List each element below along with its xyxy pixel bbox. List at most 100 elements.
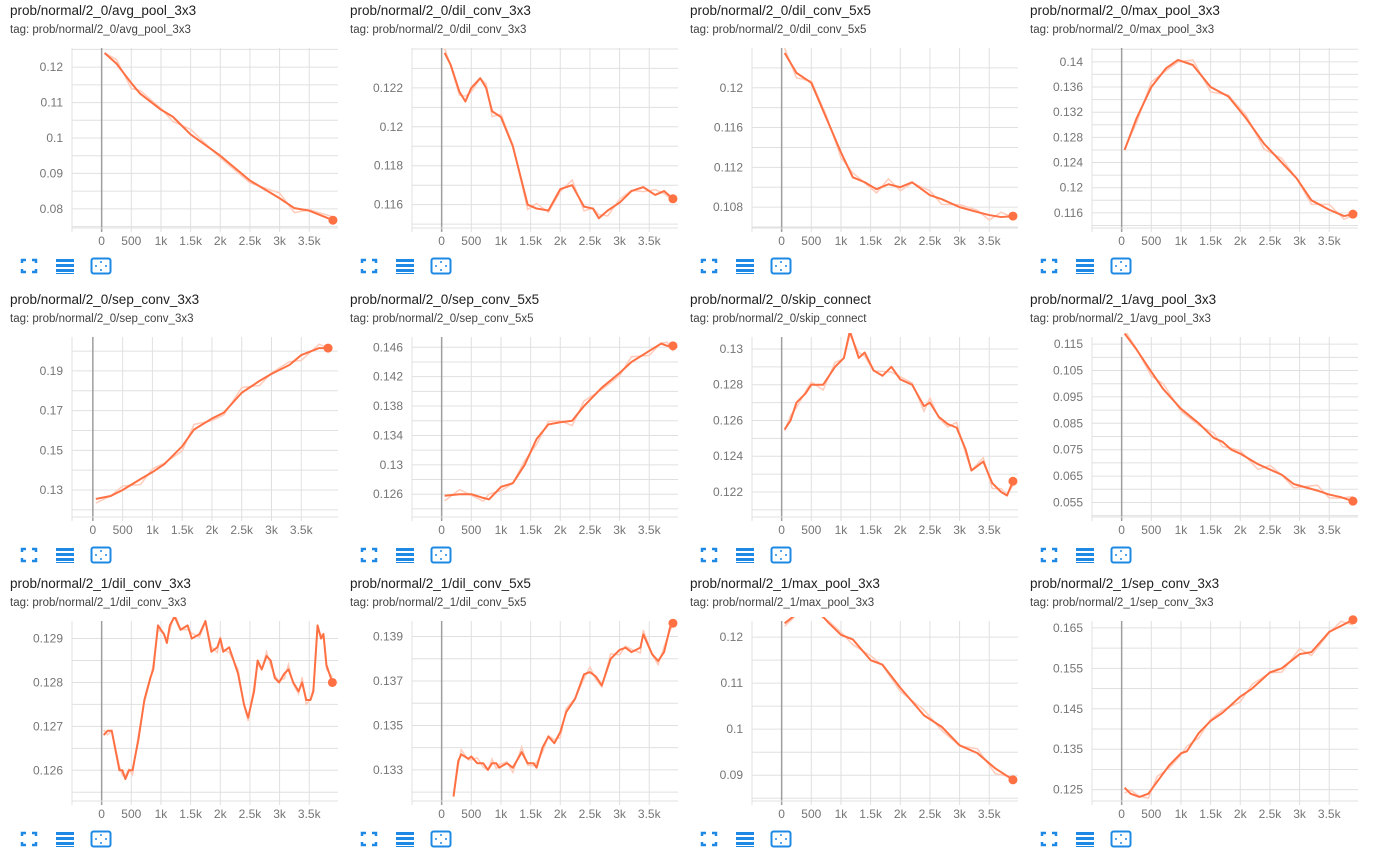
fit-domain-button[interactable] — [90, 545, 112, 565]
y-tick-label: 0.146 — [373, 340, 403, 354]
fit-domain-button[interactable] — [430, 256, 452, 276]
y-tick-label: 0.13 — [720, 342, 744, 356]
y-tick-label: 0.124 — [713, 449, 743, 463]
x-tick-label: 500 — [1141, 523, 1161, 537]
smoothed-series-line[interactable] — [445, 344, 673, 500]
x-tick-label: 0 — [778, 234, 785, 248]
fit-domain-button[interactable] — [770, 829, 792, 849]
x-tick-label: 0 — [1118, 807, 1125, 821]
fit-domain-button[interactable] — [430, 545, 452, 565]
fullscreen-button[interactable] — [698, 256, 720, 276]
data-table-button[interactable] — [734, 829, 756, 849]
data-table-button[interactable] — [54, 829, 76, 849]
fit-domain-button[interactable] — [770, 256, 792, 276]
chart-toolbar — [358, 829, 452, 849]
smoothed-series-line[interactable] — [105, 53, 333, 220]
x-tick-label: 2.5k — [919, 523, 943, 537]
fullscreen-button[interactable] — [18, 545, 40, 565]
x-tick-label: 0 — [438, 807, 445, 821]
smoothed-series-line[interactable] — [104, 617, 333, 779]
x-tick-label: 3.5k — [978, 523, 1002, 537]
fullscreen-button[interactable] — [18, 256, 40, 276]
data-table-button[interactable] — [1074, 256, 1096, 276]
fit-domain-button[interactable] — [90, 829, 112, 849]
chart-toolbar — [18, 256, 112, 276]
x-tick-label: 2.5k — [239, 807, 263, 821]
y-tick-label: 0.112 — [714, 160, 743, 174]
fit-domain-button[interactable] — [1110, 256, 1132, 276]
fullscreen-button[interactable] — [1038, 256, 1060, 276]
data-table-icon — [1075, 831, 1095, 847]
x-tick-label: 2.5k — [919, 234, 943, 248]
x-tick-label: 500 — [801, 523, 821, 537]
data-table-button[interactable] — [394, 256, 416, 276]
x-tick-label: 1k — [146, 523, 160, 537]
x-tick-label: 1.5k — [171, 523, 195, 537]
x-tick-label: 3k — [953, 523, 967, 537]
x-tick-label: 1k — [835, 523, 849, 537]
fit-domain-button[interactable] — [1110, 829, 1132, 849]
x-tick-label: 500 — [113, 523, 133, 537]
data-table-button[interactable] — [1074, 545, 1096, 565]
data-table-icon — [55, 258, 75, 274]
y-tick-label: 0.12 — [380, 120, 404, 134]
data-table-icon — [395, 831, 415, 847]
fullscreen-button[interactable] — [358, 256, 380, 276]
y-tick-label: 0.128 — [1053, 130, 1083, 144]
fullscreen-button[interactable] — [1038, 545, 1060, 565]
fit-domain-icon — [770, 257, 792, 275]
fullscreen-button[interactable] — [358, 829, 380, 849]
fullscreen-button[interactable] — [18, 829, 40, 849]
data-table-button[interactable] — [54, 256, 76, 276]
x-tick-label: 3.5k — [1318, 807, 1342, 821]
y-tick-label: 0.126 — [713, 413, 743, 427]
fullscreen-button[interactable] — [698, 829, 720, 849]
y-tick-label: 0.125 — [1053, 783, 1083, 797]
smoothed-series-line[interactable] — [454, 623, 673, 796]
y-tick-label: 0.137 — [373, 674, 403, 688]
smoothed-series-line[interactable] — [445, 53, 673, 218]
data-table-button[interactable] — [734, 545, 756, 565]
fit-domain-icon — [430, 257, 452, 275]
fit-domain-button[interactable] — [1110, 545, 1132, 565]
x-tick-label: 3k — [265, 523, 279, 537]
smoothed-series-line[interactable] — [785, 331, 1013, 495]
fullscreen-button[interactable] — [358, 545, 380, 565]
fit-domain-button[interactable] — [90, 256, 112, 276]
last-point-marker — [1348, 210, 1357, 219]
x-tick-label: 2.5k — [1259, 234, 1283, 248]
x-tick-label: 1.5k — [519, 234, 543, 248]
data-table-button[interactable] — [54, 545, 76, 565]
fit-domain-icon — [90, 546, 112, 564]
fit-domain-icon — [90, 257, 112, 275]
fit-domain-button[interactable] — [430, 829, 452, 849]
x-tick-label: 0 — [1118, 523, 1125, 537]
data-table-button[interactable] — [394, 829, 416, 849]
data-table-button[interactable] — [1074, 829, 1096, 849]
data-table-button[interactable] — [394, 545, 416, 565]
y-tick-label: 0.165 — [1053, 621, 1083, 635]
x-tick-label: 1k — [155, 234, 169, 248]
fit-domain-button[interactable] — [770, 545, 792, 565]
data-table-button[interactable] — [734, 256, 756, 276]
smoothed-series-line[interactable] — [785, 607, 1013, 780]
fit-domain-icon — [1110, 546, 1132, 564]
smoothed-series-line[interactable] — [785, 53, 1013, 217]
fullscreen-button[interactable] — [1038, 829, 1060, 849]
fit-domain-icon — [1110, 257, 1132, 275]
fullscreen-button[interactable] — [698, 545, 720, 565]
smoothed-series-line[interactable] — [1125, 60, 1353, 216]
x-tick-label: 1k — [155, 807, 169, 821]
